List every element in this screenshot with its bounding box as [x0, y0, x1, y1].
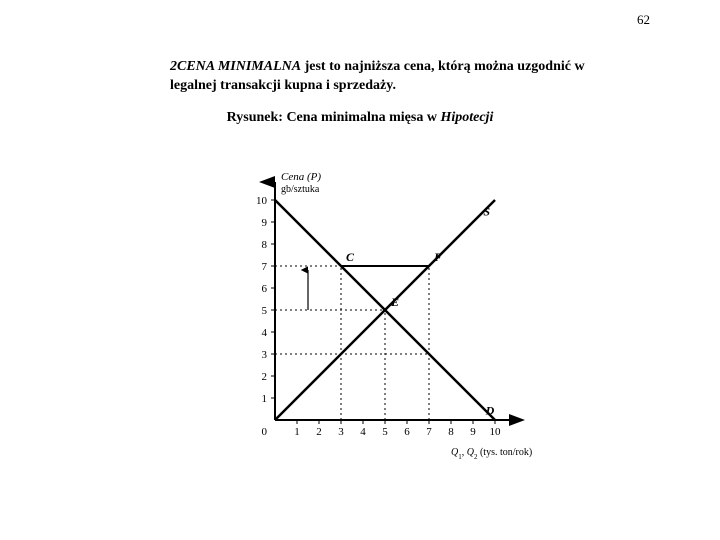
- x-tick-label: 3: [338, 426, 344, 438]
- figure-title: Rysunek: Cena minimalna mięsa w Hipotecj…: [0, 110, 720, 126]
- y-tick-label: 3: [262, 349, 268, 361]
- x-tick-label: 8: [448, 426, 454, 438]
- heading-block: 2CENA MINIMALNA jest to najniższa cena, …: [170, 58, 650, 96]
- demand-label: D: [485, 404, 495, 418]
- heading-line2: legalnej transakcji kupna i sprzedaży.: [170, 77, 650, 96]
- supply-label: S: [483, 205, 490, 219]
- x-tick-label: 4: [360, 426, 366, 438]
- y-tick-label: 8: [262, 239, 268, 251]
- x-tick-label: 10: [490, 426, 502, 438]
- x-tick-label: 9: [470, 426, 476, 438]
- page: 62 2CENA MINIMALNA jest to najniższa cen…: [0, 0, 720, 540]
- x-tick-label: 5: [382, 426, 388, 438]
- point-label-e: E: [390, 295, 399, 309]
- point-label-c: C: [346, 250, 355, 264]
- y-tick-label: 5: [262, 305, 268, 317]
- y-tick-label: 6: [262, 283, 268, 295]
- heading-number: 2: [170, 59, 177, 74]
- x-tick-label: 2: [316, 426, 322, 438]
- y-axis-title-1: Cena (P): [281, 171, 321, 183]
- heading-rest1: jest to najniższa cena, którą można uzgo…: [301, 59, 584, 74]
- figure-title-prefix: Rysunek: Cena minimalna mięsa w: [227, 110, 441, 125]
- figure-title-italic: Hipotecji: [440, 110, 493, 125]
- x-axis-title: Q1, Q2 (tys. ton/rok): [451, 447, 532, 461]
- x-tick-label: 1: [294, 426, 300, 438]
- origin-label: 0: [262, 426, 268, 438]
- x-tick-label: 7: [426, 426, 432, 438]
- y-tick-label: 10: [256, 195, 268, 207]
- x-tick-label: 6: [404, 426, 410, 438]
- page-number: 62: [637, 12, 650, 28]
- point-label-f: F: [433, 250, 442, 264]
- y-tick-label: 7: [262, 261, 268, 273]
- y-tick-label: 4: [262, 327, 268, 339]
- y-tick-label: 1: [262, 393, 268, 405]
- chart: 1 2 3 4 5 6 7 8 9 10 1 2 3 4 5 6 7 8 9 10 0 C F E S D Cena (P)gb/s…: [230, 130, 550, 480]
- y-tick-label: 9: [262, 217, 268, 229]
- y-tick-label: 2: [262, 371, 268, 383]
- y-axis-title-2: gb/sztuka: [281, 184, 320, 195]
- chart-svg: 1 2 3 4 5 6 7 8 9 10 1 2 3 4 5 6 7 8 9 10 0 C F E S D Cena (P)gb/s…: [230, 130, 550, 480]
- heading-term: CENA MINIMALNA: [177, 59, 301, 74]
